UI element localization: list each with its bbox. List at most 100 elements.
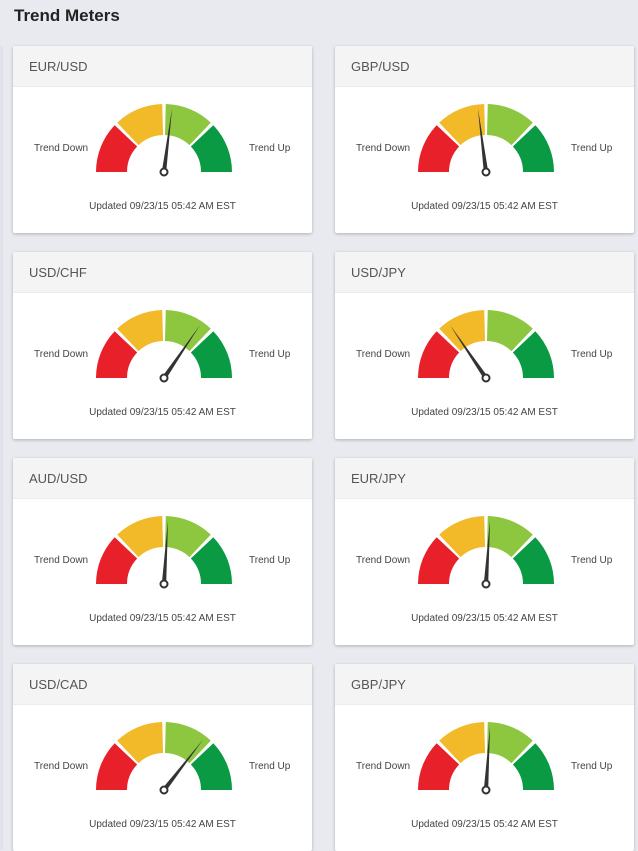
segment-strong-down: [418, 125, 460, 172]
trend-gauge: [418, 516, 554, 589]
gauge-needle: [162, 325, 200, 380]
gauge-needle: [483, 726, 491, 791]
segment-strong-down: [418, 537, 460, 584]
trend-gauge: [96, 104, 232, 177]
gauge-needle: [161, 520, 169, 585]
meter-card: GBP/JPY Trend Down Trend Up Updated 09/2…: [335, 664, 634, 851]
segment-up: [164, 310, 211, 352]
card-header: USD/CHF: [13, 252, 312, 293]
meter-card: EUR/JPY Trend Down Trend Up Updated 09/2…: [335, 458, 634, 645]
gauge-needle: [162, 739, 204, 792]
segment-strong-down: [96, 125, 138, 172]
segment-strong-down: [418, 331, 460, 378]
gauge-needle: [161, 108, 173, 173]
gauge-hub: [481, 579, 491, 589]
trend-down-label: Trend Down: [34, 555, 89, 566]
meter-card: AUD/USD Trend Down Trend Up Updated 09/2…: [13, 458, 312, 645]
trend-down-label: Trend Down: [34, 143, 89, 154]
meter-card: EUR/USD Trend Down Trend Up Updated 09/2…: [13, 46, 312, 233]
card-header: USD/JPY: [335, 252, 634, 293]
updated-timestamp: Updated 09/23/15 05:42 AM EST: [411, 613, 558, 624]
segment-up: [164, 104, 211, 146]
segment-strong-up: [190, 331, 232, 378]
updated-timestamp: Updated 09/23/15 05:42 AM EST: [89, 201, 236, 212]
segment-down: [439, 722, 486, 764]
segment-strong-down: [96, 331, 138, 378]
segment-up: [486, 104, 533, 146]
left-rule: [0, 46, 3, 850]
gauge-hub: [481, 785, 491, 795]
updated-timestamp: Updated 09/23/15 05:42 AM EST: [89, 407, 236, 418]
trend-down-label: Trend Down: [356, 349, 411, 360]
segment-down: [439, 516, 486, 558]
trend-up-label: Trend Up: [249, 143, 291, 154]
card-header: AUD/USD: [13, 458, 312, 499]
currency-pair-title: USD/CAD: [29, 677, 88, 692]
trend-gauge: [96, 722, 232, 795]
updated-timestamp: Updated 09/23/15 05:42 AM EST: [89, 819, 236, 830]
gauge-hub: [159, 785, 169, 795]
segment-strong-up: [512, 537, 554, 584]
segment-down: [117, 722, 164, 764]
updated-timestamp: Updated 09/23/15 05:42 AM EST: [411, 201, 558, 212]
segment-strong-up: [512, 743, 554, 790]
page-title: Trend Meters: [14, 6, 120, 25]
trend-gauge: [418, 722, 554, 795]
trend-down-label: Trend Down: [356, 143, 411, 154]
updated-timestamp: Updated 09/23/15 05:42 AM EST: [411, 407, 558, 418]
trend-gauge: [418, 310, 554, 383]
meter-card: USD/JPY Trend Down Trend Up Updated 09/2…: [335, 252, 634, 439]
segment-down: [117, 104, 164, 146]
gauge-hub: [159, 579, 169, 589]
trend-up-label: Trend Up: [571, 349, 613, 360]
segment-up: [486, 722, 533, 764]
card-header: USD/CAD: [13, 664, 312, 705]
segment-down: [117, 516, 164, 558]
currency-pair-title: AUD/USD: [29, 471, 88, 486]
trend-up-label: Trend Up: [571, 143, 613, 154]
trend-down-label: Trend Down: [356, 555, 411, 566]
segment-up: [486, 310, 533, 352]
trend-up-label: Trend Up: [249, 349, 291, 360]
segment-down: [117, 310, 164, 352]
currency-pair-title: USD/CHF: [29, 265, 87, 280]
segment-strong-down: [418, 743, 460, 790]
meter-card: USD/CHF Trend Down Trend Up Updated 09/2…: [13, 252, 312, 439]
currency-pair-title: GBP/USD: [351, 59, 410, 74]
updated-timestamp: Updated 09/23/15 05:42 AM EST: [89, 613, 236, 624]
trend-up-label: Trend Up: [249, 761, 291, 772]
segment-up: [486, 516, 533, 558]
trend-gauge: [96, 516, 232, 589]
card-header: EUR/USD: [13, 46, 312, 87]
trend-down-label: Trend Down: [34, 349, 89, 360]
segment-down: [439, 104, 486, 146]
segment-strong-up: [190, 743, 232, 790]
segment-strong-up: [190, 537, 232, 584]
currency-pair-title: USD/JPY: [351, 265, 406, 280]
card-header: GBP/USD: [335, 46, 634, 87]
trend-gauge: [418, 104, 554, 177]
trend-up-label: Trend Up: [249, 555, 291, 566]
card-header: GBP/JPY: [335, 664, 634, 705]
segment-strong-down: [96, 743, 138, 790]
gauge-hub: [159, 167, 169, 177]
gauge-hub: [481, 167, 491, 177]
segment-strong-up: [512, 331, 554, 378]
currency-pair-title: GBP/JPY: [351, 677, 406, 692]
segment-strong-down: [96, 537, 138, 584]
segment-strong-up: [512, 125, 554, 172]
trend-up-label: Trend Up: [571, 761, 613, 772]
gauge-needle: [477, 108, 489, 173]
meter-card: USD/CAD Trend Down Trend Up Updated 09/2…: [13, 664, 312, 851]
card-header: EUR/JPY: [335, 458, 634, 499]
trend-down-label: Trend Down: [356, 761, 411, 772]
segment-up: [164, 722, 211, 764]
trend-up-label: Trend Up: [571, 555, 613, 566]
trend-gauge: [96, 310, 232, 383]
gauge-needle: [450, 325, 488, 380]
currency-pair-title: EUR/USD: [29, 59, 88, 74]
currency-pair-title: EUR/JPY: [351, 471, 406, 486]
gauge-hub: [159, 373, 169, 383]
gauge-hub: [481, 373, 491, 383]
gauge-needle: [483, 520, 491, 585]
